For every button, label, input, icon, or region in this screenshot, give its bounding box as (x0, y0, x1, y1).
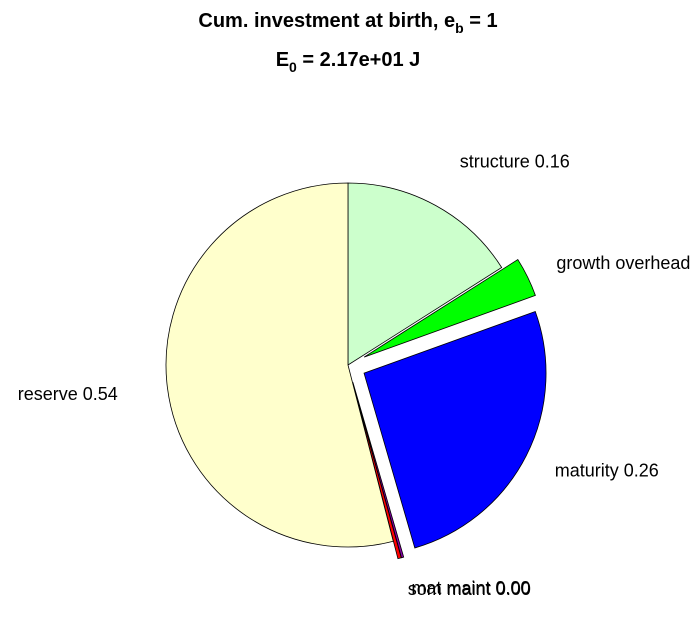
slice-structure (347, 182, 503, 366)
label-structure: structure 0.16 (460, 152, 570, 172)
chart-title: Cum. investment at birth, eb = 1 (198, 10, 497, 36)
slice-maturity (363, 311, 547, 549)
label-maturity: maturity 0.26 (555, 460, 659, 480)
slice-growth-overhead (363, 259, 536, 358)
label-reserve: reserve 0.54 (18, 384, 118, 404)
label-som-maint: som maint 0.00 (408, 579, 531, 599)
label-growth-overhead: growth overhead 0.04 (556, 253, 696, 273)
pie-slices (165, 182, 547, 560)
slice-som-maint (352, 382, 402, 560)
pie-labels: structure 0.16 growth overhead 0.04 maturi… (18, 152, 696, 599)
label-mat-maint: mat maint 0.00 (411, 578, 530, 598)
slice-reserve (165, 182, 394, 548)
chart-subtitle: E0 = 2.17e+01 J (276, 49, 421, 75)
